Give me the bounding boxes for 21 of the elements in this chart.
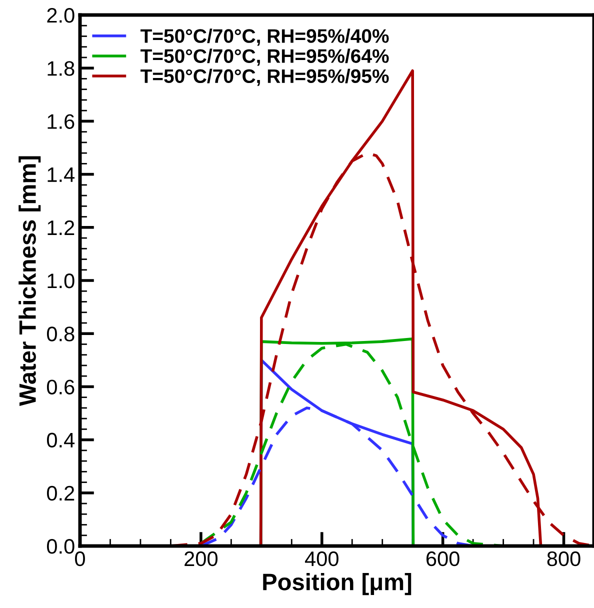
y-tick-label: 1.4 bbox=[48, 168, 75, 182]
y-tick-label: 2.0 bbox=[47, 8, 74, 23]
y-tick-label: 1.0 bbox=[48, 274, 74, 288]
y-tick-label: 0.2 bbox=[46, 486, 74, 501]
x-tick-label: 600 bbox=[426, 551, 460, 566]
x-tick-label: 0 bbox=[75, 551, 85, 566]
legend-label: T=50°C/70°C, RH=95%/64% bbox=[140, 48, 389, 66]
y-tick-label: 1.8 bbox=[48, 61, 74, 76]
y-tick-label: 0.6 bbox=[46, 380, 74, 394]
legend-label: T=50°C/70°C, RH=95%/95% bbox=[140, 68, 389, 86]
y-tick-label: 0.4 bbox=[46, 432, 75, 448]
x-tick-label: 800 bbox=[547, 551, 580, 566]
y-tick-label: 1.6 bbox=[48, 114, 74, 129]
x-tick-label: 200 bbox=[184, 551, 218, 566]
y-tick-label: 0.8 bbox=[46, 326, 74, 342]
x-tick-label: 400 bbox=[304, 551, 338, 566]
y-axis-title: Water Thickness [mm] bbox=[18, 156, 41, 406]
legend-label: T=50°C/70°C, RH=95%/40% bbox=[140, 28, 389, 46]
y-tick-label: 0.0 bbox=[46, 539, 74, 554]
x-axis-title: Position [μm] bbox=[263, 573, 412, 596]
y-tick-label: 1.2 bbox=[48, 220, 74, 235]
